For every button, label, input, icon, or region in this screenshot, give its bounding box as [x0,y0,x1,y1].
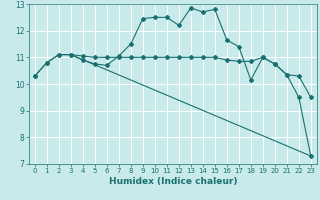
X-axis label: Humidex (Indice chaleur): Humidex (Indice chaleur) [108,177,237,186]
